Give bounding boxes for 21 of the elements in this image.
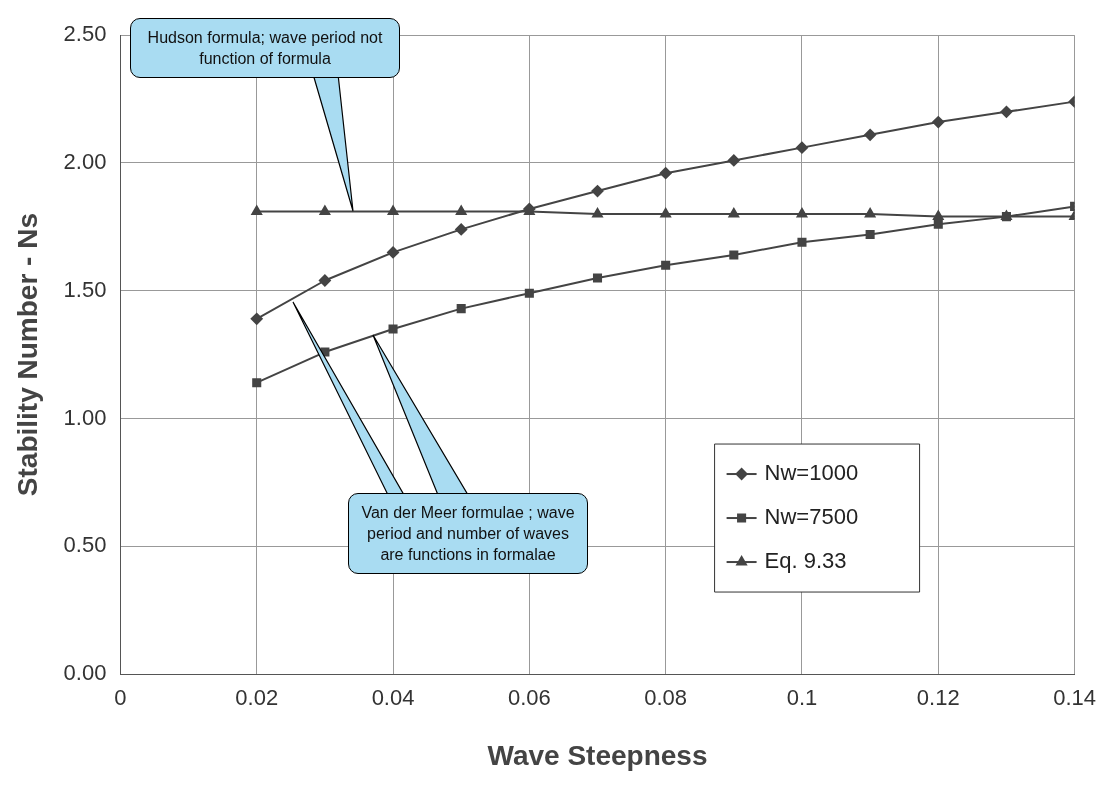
x-tick-label: 0.04 <box>371 685 415 711</box>
y-tick-label: 0.00 <box>63 660 107 686</box>
x-tick-label: 0.08 <box>644 685 688 711</box>
y-tick-label: 1.50 <box>63 276 107 302</box>
x-axis-title: Wave Steepness <box>487 739 708 771</box>
x-tick-label: 0 <box>114 685 127 711</box>
x-tick-label: 0.12 <box>916 685 960 711</box>
x-tick-label: 0.14 <box>1053 685 1096 711</box>
y-tick-label: 2.50 <box>63 21 107 47</box>
x-tick-label: 0.1 <box>786 685 818 711</box>
annotation: Hudson formula; wave period not function of formula <box>130 18 400 78</box>
y-tick-label: 1.00 <box>63 404 107 430</box>
annotation: Van der Meer formulae ; wave period and number of waves are functions in formalae <box>348 493 588 574</box>
x-tick-label: 0.02 <box>235 685 279 711</box>
y-tick-label: 0.50 <box>63 532 107 558</box>
legend-label: Nw=7500 <box>764 504 859 530</box>
y-tick-label: 2.00 <box>63 149 107 175</box>
y-axis-title: Stability Number - Ns <box>11 213 43 497</box>
legend-label: Nw=1000 <box>764 460 859 486</box>
legend-label: Eq. 9.33 <box>764 548 847 574</box>
x-tick-label: 0.06 <box>507 685 551 711</box>
